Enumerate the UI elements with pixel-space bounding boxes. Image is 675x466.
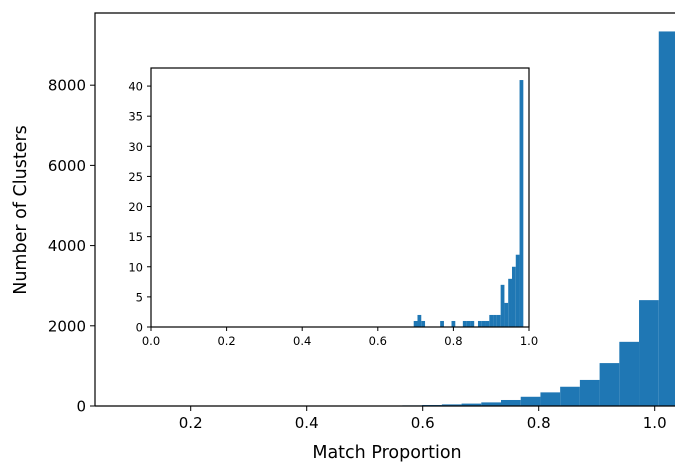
inset-bar — [451, 320, 456, 327]
inset-bar — [508, 278, 512, 327]
y-axis-label: Number of Clusters — [11, 125, 31, 295]
main-y-tick-label: 8000 — [48, 77, 86, 95]
inset-bar — [481, 320, 486, 327]
x-axis-label: Match Proportion — [312, 443, 461, 463]
inset-bar — [417, 314, 422, 327]
inset-y-tick-label: 25 — [128, 170, 143, 184]
main-y-tick-label: 0 — [76, 398, 86, 416]
inset-y-tick-label: 20 — [128, 200, 143, 214]
main-histogram: 0.2 0.4 0.6 0.8 1.0 0 2000 4000 6000 8000 — [48, 12, 675, 432]
inset-bar — [504, 302, 509, 327]
inset-y-tick-label: 5 — [136, 290, 143, 304]
main-bar — [501, 399, 521, 406]
main-bar — [599, 363, 620, 406]
main-bar — [639, 300, 659, 406]
inset-bar — [462, 320, 467, 327]
inset-y-tick-label: 15 — [128, 230, 143, 244]
inset-bar — [466, 320, 471, 327]
inset-x-tick-label: 0.6 — [369, 334, 387, 348]
main-y-tick-label: 2000 — [48, 317, 86, 335]
inset-bar — [470, 320, 475, 327]
inset-bar — [485, 320, 490, 327]
main-bar — [658, 31, 675, 407]
inset-bar — [477, 320, 482, 327]
inset-bar — [500, 284, 505, 327]
inset-axes-frame — [150, 67, 530, 328]
main-bar — [461, 403, 482, 406]
inset-x-tick-label: 0.8 — [444, 334, 462, 348]
inset-x-tick-label: 1.0 — [520, 334, 538, 348]
main-y-tick-label: 4000 — [48, 237, 86, 255]
inset-x-tick-label: 0.2 — [217, 334, 235, 348]
main-x-tick-label: 1.0 — [643, 414, 667, 432]
inset-bar — [413, 320, 418, 327]
inset-bar — [519, 80, 524, 327]
main-x-tick-label: 0.6 — [411, 414, 435, 432]
inset-x-tick-label: 0.4 — [293, 334, 311, 348]
inset-bar — [421, 320, 426, 327]
inset-y-tick-label: 0 — [136, 321, 143, 335]
inset-y-tick-label: 35 — [128, 110, 143, 124]
inset-x-tick-label: 0.0 — [142, 334, 160, 348]
main-bar — [619, 341, 640, 406]
inset-y-tick-label: 10 — [128, 260, 143, 274]
inset-y-tick-label: 40 — [128, 80, 143, 94]
inset-bar — [511, 266, 516, 327]
inset-histogram: 0.0 0.2 0.4 0.6 0.8 1.0 0 5 10 15 20 25 30 35 40 — [128, 67, 538, 348]
main-bar — [441, 404, 462, 406]
main-bar — [579, 379, 600, 406]
main-x-tick-label: 0.2 — [179, 414, 203, 432]
inset-bar — [493, 314, 497, 327]
main-bar — [540, 392, 561, 406]
inset-y-tick-label: 30 — [128, 140, 143, 154]
main-bar — [560, 386, 580, 406]
inset-plot-background — [151, 68, 529, 327]
main-bar — [520, 396, 541, 406]
main-x-tick-label: 0.4 — [295, 414, 319, 432]
main-bar — [481, 402, 501, 406]
inset-bar — [440, 320, 444, 327]
inset-bar — [489, 314, 494, 327]
inset-bar — [515, 254, 520, 327]
main-y-tick-label: 6000 — [48, 157, 86, 175]
main-axes-frame — [94, 12, 675, 406]
main-x-tick-label: 0.8 — [527, 414, 551, 432]
inset-bar — [496, 314, 501, 327]
